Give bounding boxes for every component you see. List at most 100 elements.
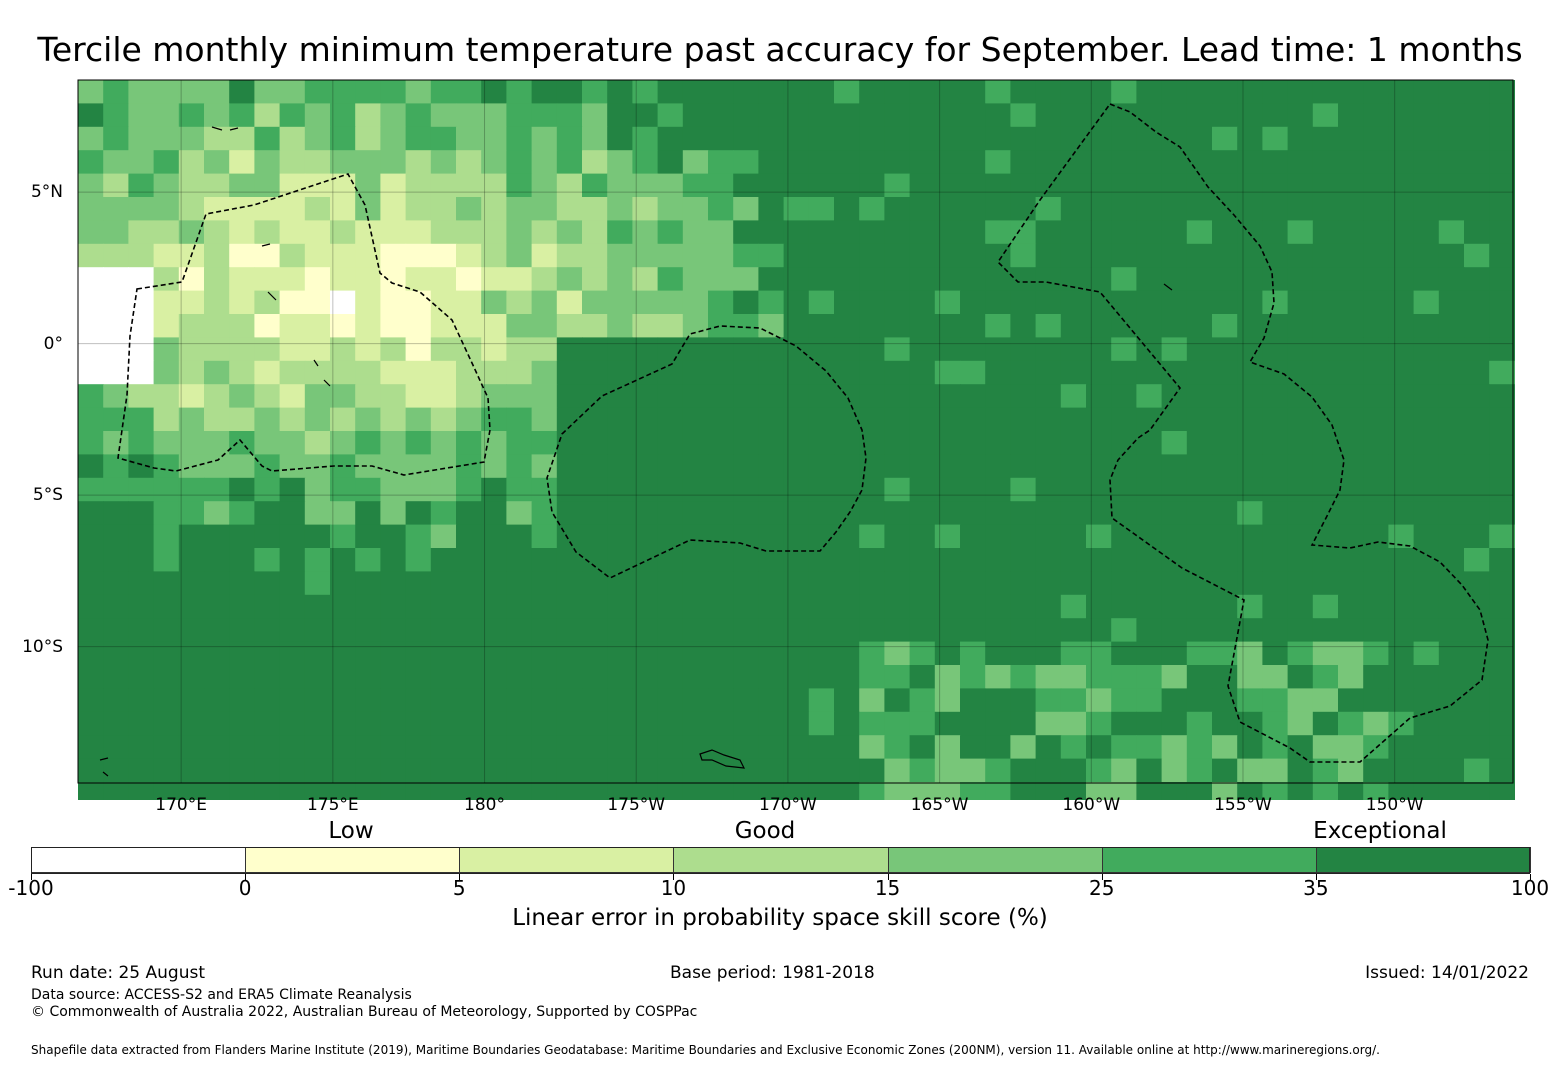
grid-cell [456,735,482,760]
grid-cell [380,150,407,175]
grid-cell [1338,735,1364,760]
grid-cell [1438,197,1465,221]
grid-cell [582,243,608,268]
grid-cell [582,524,608,549]
grid-cell [1161,735,1188,760]
grid-cell [1287,197,1314,221]
grid-cell [1489,711,1515,736]
grid-cell [481,220,507,245]
grid-cell [229,548,255,572]
grid-cell [153,384,180,409]
grid-cell [531,384,558,409]
grid-cell [1060,524,1087,549]
grid-cell [405,103,432,128]
grid-cell [506,735,533,760]
grid-cell [254,407,281,432]
grid-cell [556,454,583,479]
grid-cell [607,548,633,572]
grid-cell [330,431,356,455]
grid-cell [834,641,860,666]
grid-cell [1010,314,1037,338]
grid-cell [1438,454,1465,479]
grid-cell [1363,243,1389,268]
grid-cell [708,337,734,362]
grid-cell [405,711,432,736]
grid-cell [430,126,457,151]
grid-cell [733,290,759,315]
grid-cell [859,524,885,549]
data-source: Data source: ACCESS-S2 and ERA5 Climate … [31,987,412,1003]
grid-cell [1287,758,1314,783]
grid-cell [456,711,482,736]
grid-cell [607,594,633,619]
grid-cell [1438,688,1465,713]
grid-cell [783,360,810,385]
colorbar-tick-label: 100 [1510,876,1550,900]
grid-cell [582,337,608,362]
grid-cell [330,477,356,502]
grid-cell [1186,594,1213,619]
grid-cell [1464,384,1490,409]
grid-cell [1338,594,1364,619]
grid-cell [708,571,734,596]
grid-cell [909,688,936,713]
grid-cell [985,103,1011,128]
grid-cell [178,407,205,432]
grid-cell [884,314,911,338]
grid-cell [405,173,432,198]
grid-cell [1186,267,1213,292]
grid-cell [103,548,129,572]
grid-cell [783,243,810,268]
grid-cell [632,524,659,549]
grid-cell [1338,711,1364,736]
grid-cell [682,431,709,455]
grid-cell [1035,384,1062,409]
grid-cell [1086,267,1112,292]
grid-cell [682,782,709,800]
grid-cell [859,220,885,245]
grid-cell [1060,641,1087,666]
grid-cell [430,314,457,338]
grid-cell [1363,758,1389,783]
grid-cell [430,571,457,596]
grid-cell [985,384,1011,409]
grid-cell [1186,197,1213,221]
grid-cell [1010,407,1037,432]
grid-cell [456,501,482,526]
grid-cell [1212,524,1238,549]
grid-cell [279,501,306,526]
grid-cell [1413,688,1440,713]
grid-cell [1186,314,1213,338]
grid-cell [909,548,936,572]
grid-cell [103,431,129,455]
grid-cell [834,454,860,479]
grid-cell [682,103,709,128]
grid-cell [1413,735,1440,760]
grid-cell [582,571,608,596]
grid-cell [279,173,306,198]
grid-cell [1438,782,1465,800]
grid-cell [808,641,835,666]
grid-cell [506,548,533,572]
grid-cell [607,267,633,292]
grid-cell [178,314,205,338]
grid-cell [859,126,885,151]
grid-cell [103,641,129,666]
grid-cell [153,431,180,455]
grid-cell [128,267,155,292]
grid-cell [1388,173,1415,198]
grid-cell [153,758,180,783]
grid-cell [1161,782,1188,800]
base-period: Base period: 1981-2018 [670,963,875,983]
grid-cell [1237,665,1263,689]
grid-cell [78,431,104,455]
grid-cell [1464,126,1490,151]
grid-cell [456,360,482,385]
grid-cell [279,641,306,666]
grid-cell [884,103,911,128]
grid-cell [733,735,759,760]
grid-cell [682,758,709,783]
grid-cell [1186,758,1213,783]
grid-cell [607,711,633,736]
grid-cell [1086,477,1112,502]
